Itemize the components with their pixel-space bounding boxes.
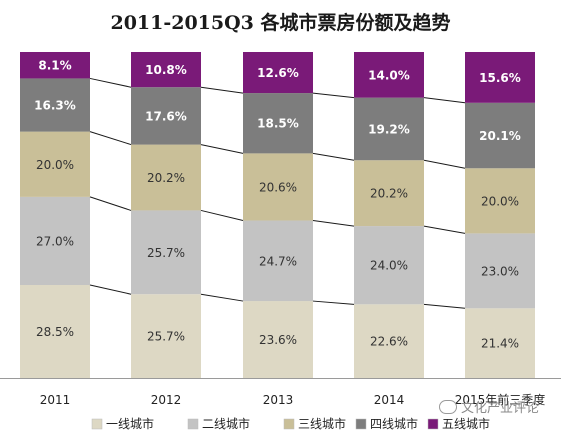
legend-label: 二线城市 (202, 416, 250, 431)
connector-line (201, 210, 243, 220)
connector-line (201, 145, 243, 154)
connector-line (201, 87, 243, 93)
data-label: 18.5% (257, 117, 299, 131)
data-label: 10.8% (145, 63, 187, 77)
data-label: 20.2% (147, 171, 185, 185)
data-label: 16.3% (34, 99, 76, 113)
data-label: 20.0% (36, 158, 74, 172)
data-label: 20.0% (481, 194, 519, 208)
legend-swatch (92, 419, 102, 429)
connector-line (424, 98, 465, 103)
data-label: 28.5% (36, 325, 74, 339)
connector-line (313, 153, 354, 160)
data-label: 15.6% (479, 71, 521, 85)
connector-line (313, 221, 354, 227)
connector-line (90, 78, 131, 87)
data-label: 20.1% (479, 129, 521, 143)
legend-label: 三线城市 (298, 416, 346, 431)
data-label: 19.2% (368, 122, 410, 136)
wechat-icon (439, 400, 457, 414)
connector-line (313, 93, 354, 98)
connector-line (424, 160, 465, 168)
data-label: 12.6% (257, 66, 299, 80)
legend-swatch (284, 419, 294, 429)
data-label: 20.6% (259, 180, 297, 194)
legend-swatch (188, 419, 198, 429)
x-tick-label: 2012 (151, 393, 182, 407)
data-label: 24.0% (370, 259, 408, 273)
legend-label: 四线城市 (370, 416, 418, 431)
data-label: 17.6% (145, 109, 187, 123)
data-label: 22.6% (370, 335, 408, 349)
data-label: 25.7% (147, 246, 185, 260)
legend-label: 一线城市 (106, 416, 154, 431)
data-label: 25.7% (147, 330, 185, 344)
x-tick-label: 2014 (374, 393, 405, 407)
data-label: 23.0% (481, 264, 519, 278)
data-label: 23.6% (259, 333, 297, 347)
x-tick-label: 2013 (263, 393, 294, 407)
connector-line (90, 132, 131, 145)
x-tick-label: 2011 (40, 393, 71, 407)
data-label: 8.1% (38, 59, 71, 73)
connector-line (90, 285, 131, 294)
connector-line (90, 197, 131, 211)
data-label: 20.2% (370, 187, 408, 201)
connector-line (424, 226, 465, 233)
connector-line (424, 304, 465, 308)
watermark-text: 文化产业评论 (461, 397, 539, 416)
data-label: 21.4% (481, 337, 519, 351)
legend-label: 五线城市 (442, 416, 490, 431)
legend-swatch (428, 419, 438, 429)
connector-line (313, 301, 354, 304)
watermark: 文化产业评论 (439, 397, 539, 416)
legend-swatch (356, 419, 366, 429)
data-label: 14.0% (368, 68, 410, 82)
data-label: 24.7% (259, 254, 297, 268)
connector-line (201, 294, 243, 301)
data-label: 27.0% (36, 234, 74, 248)
